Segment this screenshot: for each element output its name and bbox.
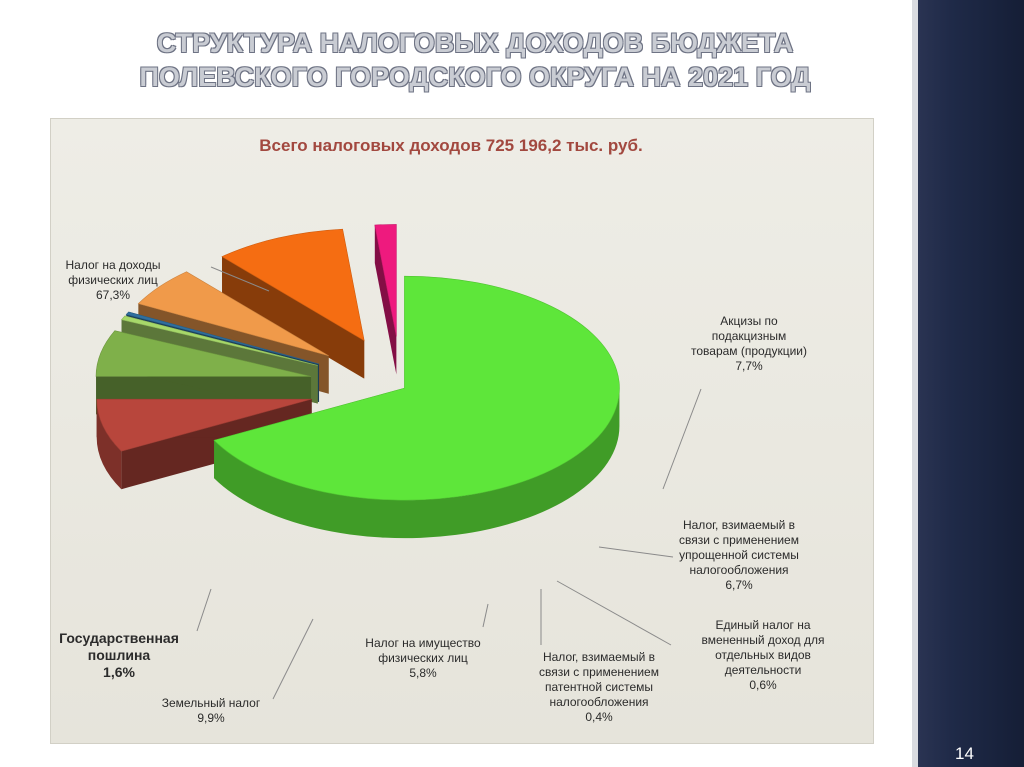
slice-label-text: Государственная пошлина 1,6% <box>59 630 179 680</box>
pie-slice-wall <box>374 225 397 375</box>
slice-label: Государственная пошлина 1,6% <box>59 588 212 680</box>
leader-line <box>272 618 314 700</box>
pie-slice-wall <box>222 256 365 379</box>
pie-chart: Всего налоговых доходов 725 196,2 тыс. р… <box>59 136 824 725</box>
slide-title-line-2: ПОЛЕВСКОГО ГОРОДСКОГО ОКРУГА НА 2021 ГОД <box>139 62 811 92</box>
slice-label: Акцизы по подакцизным товарам (продукции) 7… <box>662 314 807 490</box>
slice-label: Единый налог на вмененный доход для отдель… <box>556 580 825 692</box>
pie-slice <box>213 275 620 539</box>
slice-label: Налог, взимаемый в связи с применением упр… <box>598 518 799 592</box>
pie-slice-top <box>125 311 320 365</box>
pie-slice-side <box>96 399 122 490</box>
pie-slice-side <box>214 388 620 539</box>
slice-label: Земельный налог 9,9% <box>162 618 314 725</box>
chart-panel: Всего налоговых доходов 725 196,2 тыс. р… <box>50 118 874 744</box>
chart-title: Всего налоговых доходов 725 196,2 тыс. р… <box>259 136 642 155</box>
pie-slice-top <box>374 224 397 337</box>
slice-label-text: Налог, взимаемый в связи с применением пат… <box>539 650 659 724</box>
slice-label-text: Акцизы по подакцизным товарам (продукции) 7… <box>691 314 807 373</box>
leader-line <box>556 580 672 646</box>
slice-label: Налог на имущество физических лиц 5,8% <box>365 603 489 680</box>
slide-title: СТРУКТУРА НАЛОГОВЫХ ДОХОДОВ БЮДЖЕТА ПОЛЕ… <box>60 26 890 94</box>
pie-slice-top <box>221 228 365 342</box>
leader-line <box>662 388 702 490</box>
pie-labels: Налог на доходы физических лиц 67,3% Акцизы… <box>59 258 824 725</box>
slice-label-text: Единый налог на вмененный доход для отдель… <box>701 618 824 692</box>
page-number: 14 <box>955 744 974 763</box>
slice-label-text: Налог, взимаемый в связи с применением упр… <box>679 518 799 592</box>
pie-slice-top <box>96 398 312 452</box>
leader-line <box>482 603 489 628</box>
leader-line <box>598 546 674 558</box>
slice-label: Налог на доходы физических лиц 67,3% <box>66 258 270 302</box>
pie-slice-top <box>95 330 312 377</box>
pie-slice-top <box>213 275 620 501</box>
pie-slice <box>96 398 312 490</box>
pie-slice <box>221 228 365 379</box>
pie-slice-top <box>120 315 318 366</box>
pie-slices <box>95 224 620 539</box>
leader-line <box>196 588 212 632</box>
pie-slice <box>374 224 397 375</box>
slice-label-text: Налог на доходы физических лиц 67,3% <box>66 258 161 302</box>
leader-line <box>210 266 270 292</box>
slice-label-text: Земельный налог 9,9% <box>162 696 261 725</box>
slice-label: Налог, взимаемый в связи с применением пат… <box>539 589 659 724</box>
slice-label-text: Налог на имущество физических лиц 5,8% <box>365 636 481 680</box>
pie-slice-top <box>137 271 329 357</box>
slide-title-line-1: СТРУКТУРА НАЛОГОВЫХ ДОХОДОВ БЮДЖЕТА <box>156 28 794 58</box>
side-decoration-band <box>912 0 1024 767</box>
